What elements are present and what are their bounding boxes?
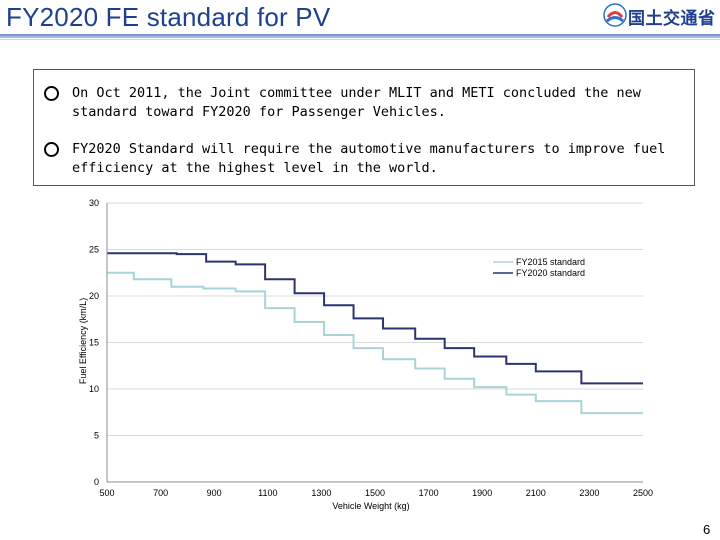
series-line-fy2020 [107, 252, 643, 385]
summary-box: On Oct 2011, the Joint committee under M… [33, 69, 695, 186]
x-tick-label: 700 [153, 488, 168, 498]
bullet-text: FY2020 Standard will require the automot… [72, 141, 666, 176]
title-underline [0, 34, 720, 38]
legend-label: FY2015 standard [516, 257, 585, 267]
ministry-name: 国土交通省 [628, 9, 716, 29]
chart-axes: 0 5 10 15 20 25 30 500 700 900 1100 1300 1500 1700 190… [89, 198, 653, 498]
x-tick-label: 1700 [419, 488, 439, 498]
x-tick-label: 1500 [365, 488, 385, 498]
y-tick-label: 30 [89, 198, 99, 208]
y-axis-label: Fuel Efficiency (km/L) [78, 298, 88, 384]
y-tick-label: 5 [94, 431, 99, 441]
series-line-fy2015 [107, 271, 643, 415]
x-tick-label: 500 [99, 488, 114, 498]
chart-grid [107, 202, 643, 483]
circle-bullet-icon [44, 142, 59, 157]
chart-series [107, 252, 643, 415]
legend-label: FY2020 standard [516, 268, 585, 278]
y-tick-label: 25 [89, 245, 99, 255]
title-underline-thin [0, 39, 720, 40]
x-tick-label: 1300 [311, 488, 331, 498]
fuel-efficiency-chart: 0 5 10 15 20 25 30 500 700 900 1100 1300 1500 1700 190… [78, 198, 653, 511]
ministry-logo-icon [603, 3, 627, 27]
x-tick-label: 1100 [258, 488, 277, 498]
x-axis-label: Vehicle Weight (kg) [332, 501, 409, 511]
slide-title: FY2020 FE standard for PV [6, 2, 331, 32]
y-tick-label: 20 [89, 291, 99, 301]
x-tick-label: 2100 [526, 488, 546, 498]
bullet-text: On Oct 2011, the Joint committee under M… [72, 85, 641, 120]
x-tick-label: 900 [207, 488, 222, 498]
y-tick-label: 10 [89, 384, 99, 394]
x-tick-label: 1900 [472, 488, 492, 498]
y-tick-label: 0 [94, 477, 99, 487]
y-tick-label: 15 [89, 338, 99, 348]
x-tick-label: 2300 [579, 488, 599, 498]
circle-bullet-icon [44, 86, 59, 101]
x-tick-label: 2500 [633, 488, 653, 498]
page-number: 6 [703, 522, 711, 537]
